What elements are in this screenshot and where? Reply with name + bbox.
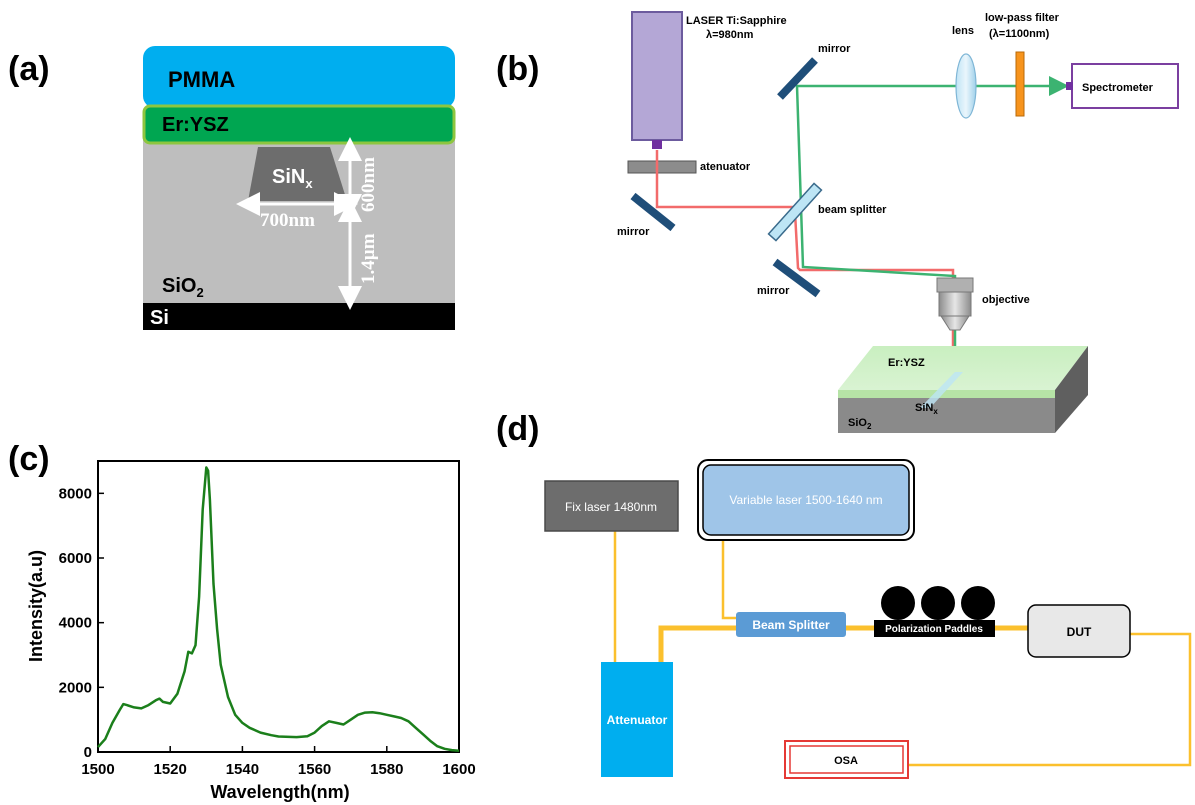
spectrometer-label: Spectrometer — [1082, 82, 1154, 94]
laser-label-1: LASER Ti:Sapphire — [686, 15, 787, 27]
objective-body — [938, 291, 972, 317]
panel-label-b: (b) — [496, 50, 539, 88]
sample-sio2-base: SiO — [848, 417, 867, 429]
objective-tip — [940, 315, 970, 331]
paddle-3 — [961, 586, 995, 620]
sample-sio2-label: SiO2 — [848, 417, 872, 431]
mirror-top-label: mirror — [818, 43, 851, 55]
sio2-label-sub: 2 — [196, 285, 203, 300]
laser-aperture — [652, 140, 662, 149]
lens-label: lens — [952, 25, 974, 37]
filter-label-2: (λ=1100nm) — [989, 28, 1050, 40]
osa-box-inner — [789, 745, 904, 774]
sample-top — [838, 346, 1088, 390]
panel-label-a: (a) — [8, 50, 50, 88]
objective-label: objective — [982, 294, 1030, 306]
y-tick-label: 2000 — [59, 679, 92, 696]
fix-laser-box — [544, 480, 679, 532]
x-tick-label: 1500 — [81, 761, 114, 778]
x-tick-label: 1580 — [370, 761, 403, 778]
x-axis-label: Wavelength(nm) — [210, 782, 349, 802]
sample-front-er — [838, 390, 1055, 398]
y-tick-label: 6000 — [59, 550, 92, 567]
paddle-2 — [921, 586, 955, 620]
y-axis-label: Intensity(a.u) — [26, 550, 46, 662]
er-ysz-label: Er:YSZ — [162, 114, 229, 136]
fiber-dut-to-osa — [908, 632, 1192, 767]
width-label: 700nm — [260, 210, 315, 231]
low-pass-filter — [1015, 51, 1025, 117]
polarization-paddles-label: Polarization Paddles — [885, 624, 983, 635]
sinx-core — [248, 147, 347, 201]
x-tick-label: 1520 — [154, 761, 187, 778]
objective-cap — [936, 277, 974, 293]
sample-sio2-sub: 2 — [867, 422, 872, 431]
sinx-label-sub: x — [305, 176, 313, 191]
mirror-bottom — [772, 258, 821, 298]
signal-beam — [795, 76, 1069, 372]
plot-frame — [97, 460, 460, 753]
beam-splitter-label: beam splitter — [818, 204, 887, 216]
panel-label-d: (d) — [496, 410, 539, 448]
laser-label-2: λ=980nm — [706, 29, 754, 41]
attenuator-box — [601, 662, 673, 777]
series-line — [97, 466, 460, 752]
panel-c-chart: 1500 1520 1540 1560 1580 1600 0 2000 4000 6000 800… — [26, 460, 476, 802]
panel-a-cross-section: PMMA Er:YSZ SiNx 700nm 600nm 1.4µm SiO2 … — [142, 46, 456, 330]
mirror-left — [630, 192, 676, 232]
spectrometer-port — [1066, 82, 1073, 90]
sample-sinx-base: SiN — [915, 402, 933, 414]
mirror-bottom-label: mirror — [757, 285, 790, 297]
panel-b-setup: LASER Ti:Sapphire λ=980nm atenuator mirr… — [617, 11, 1179, 433]
fiber-variable-to-splitter — [721, 540, 738, 620]
polarization-paddles-box — [874, 620, 995, 637]
si-substrate — [143, 302, 455, 330]
x-tick-label: 1600 — [442, 761, 475, 778]
dut-label: DUT — [1067, 625, 1092, 639]
attenuator-label: Attenuator — [607, 713, 668, 727]
filter-label-1: low-pass filter — [985, 12, 1060, 24]
attenuator-plate — [627, 160, 697, 174]
sample-waveguide — [920, 372, 963, 408]
dut-box — [1027, 604, 1131, 658]
mirror-top — [777, 57, 818, 100]
lens — [955, 53, 977, 119]
sio2-label: SiO2 — [162, 275, 204, 300]
fix-laser-label: Fix laser 1480nm — [565, 500, 657, 514]
sinx-label-base: SiN — [272, 166, 305, 188]
si-label: Si — [150, 307, 169, 329]
osa-label: OSA — [834, 755, 858, 767]
pmma-layer — [143, 46, 455, 108]
height-top-label: 600nm — [358, 157, 379, 212]
er-ysz-layer — [142, 104, 456, 145]
height-bottom-label: 1.4µm — [358, 233, 379, 284]
variable-laser-label: Variable laser 1500-1640 nm — [729, 493, 882, 507]
y-tick-label: 8000 — [59, 485, 92, 502]
sample-front-sio2 — [838, 398, 1055, 433]
y-tick-label: 4000 — [59, 615, 92, 632]
paddle-1 — [881, 586, 915, 620]
pmma-label: PMMA — [168, 67, 235, 92]
chart-ticks: 1500 1520 1540 1560 1580 1600 0 2000 4000 6000 800… — [59, 485, 476, 778]
beam-splitter-label: Beam Splitter — [752, 618, 830, 632]
sample-sinx-label: SiNx — [915, 402, 938, 416]
attenuator-label: atenuator — [700, 161, 751, 173]
y-tick-label: 0 — [84, 744, 92, 761]
ti-sapphire-laser — [631, 11, 683, 141]
sio2-label-base: SiO — [162, 275, 196, 297]
panel-d-setup: Fix laser 1480nm Variable laser 1500-164… — [544, 459, 1192, 779]
sinx-label: SiNx — [272, 166, 313, 191]
sample-side — [1055, 346, 1088, 433]
beam-splitter-box — [736, 612, 846, 637]
pump-beam — [655, 150, 955, 411]
sample-er-label: Er:YSZ — [888, 357, 925, 369]
x-tick-label: 1560 — [298, 761, 331, 778]
mirror-left-label: mirror — [617, 226, 650, 238]
x-tick-label: 1540 — [226, 761, 259, 778]
beam-splitter-plate — [767, 182, 823, 242]
sample-sinx-sub: x — [933, 407, 938, 416]
panel-label-c: (c) — [8, 440, 50, 478]
variable-laser-box — [702, 464, 910, 536]
